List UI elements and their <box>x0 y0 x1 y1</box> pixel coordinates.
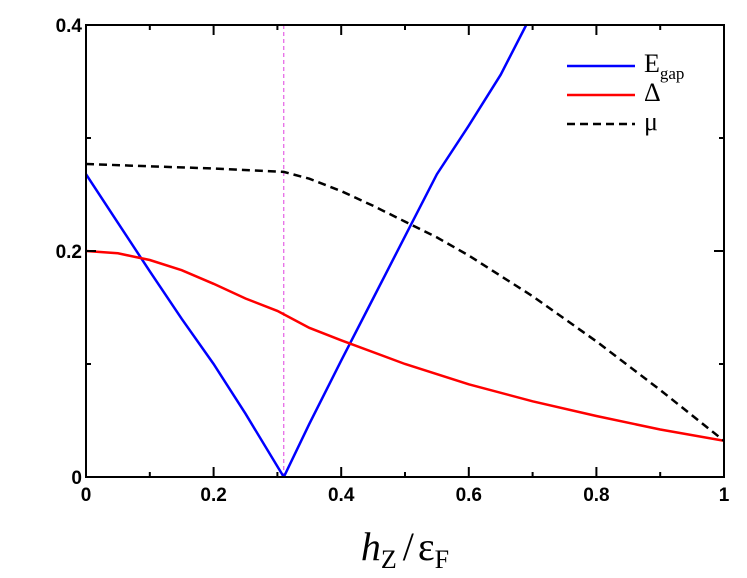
plot-frame-layer <box>85 24 725 478</box>
x-tick-label: 0.6 <box>456 485 482 506</box>
x-axis-label: hZ / εF <box>361 524 449 574</box>
x-tick-label: 1 <box>719 485 730 506</box>
y-tick-label: 0.2 <box>56 242 82 263</box>
y-tick-label: 0 <box>71 468 82 489</box>
legend-label-2: Δ <box>644 78 661 107</box>
series-line-3 <box>86 162 724 442</box>
y-tick-label: 0.4 <box>56 16 83 37</box>
plot-frame <box>85 24 725 478</box>
legend-label-3: μ <box>644 107 658 136</box>
x-tick-label: 0.4 <box>328 485 355 506</box>
x-tick-label: 0.8 <box>583 485 609 506</box>
series-line-1 <box>86 25 528 477</box>
x-tick-label: 0.2 <box>200 485 226 506</box>
tick-layer: 0 0.2 0.4 0.6 0.8 1 0 0.2 0.4 <box>56 16 730 506</box>
legend-label-1: Egap <box>644 49 684 83</box>
x-tick-label: 0 <box>81 485 92 506</box>
series-line-2 <box>86 249 724 443</box>
series-layer <box>86 25 724 477</box>
